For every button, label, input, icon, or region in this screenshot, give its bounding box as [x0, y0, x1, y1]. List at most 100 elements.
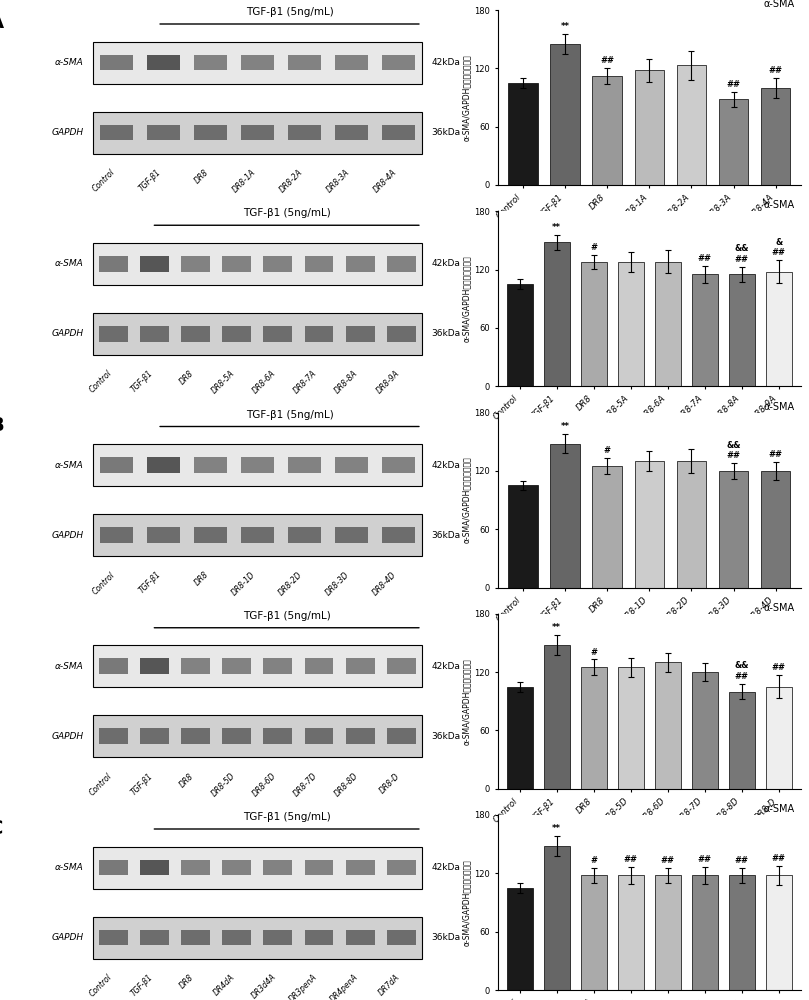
- Text: Control: Control: [87, 771, 113, 797]
- Bar: [181, 728, 210, 744]
- Text: 42kDa: 42kDa: [431, 259, 460, 268]
- Text: GAPDH: GAPDH: [51, 933, 83, 942]
- Bar: [592, 466, 622, 587]
- Bar: [304, 326, 333, 342]
- Bar: [140, 256, 169, 272]
- Bar: [146, 527, 180, 543]
- Bar: [544, 645, 570, 789]
- Bar: [387, 256, 416, 272]
- Bar: [506, 687, 532, 789]
- Text: GAPDH: GAPDH: [51, 530, 83, 540]
- Bar: [140, 728, 169, 744]
- Bar: [654, 662, 680, 789]
- Bar: [387, 728, 416, 744]
- Bar: [264, 930, 292, 945]
- Bar: [550, 444, 580, 587]
- Text: TGF-β1 (5ng/mL): TGF-β1 (5ng/mL): [638, 248, 702, 257]
- Bar: [692, 672, 718, 789]
- Text: α-SMA: α-SMA: [54, 259, 83, 268]
- Text: TGF-β1: TGF-β1: [129, 771, 155, 797]
- Bar: [93, 846, 421, 889]
- Text: DR8: DR8: [178, 369, 196, 386]
- Bar: [93, 313, 421, 355]
- Bar: [766, 687, 792, 789]
- Text: DR8-6D: DR8-6D: [251, 771, 277, 798]
- Text: &&
##: && ##: [726, 441, 741, 460]
- Bar: [288, 457, 320, 473]
- Y-axis label: α-SMA/GAPDH（相对表达量）: α-SMA/GAPDH（相对表达量）: [462, 859, 472, 946]
- Text: 42kDa: 42kDa: [431, 863, 460, 872]
- Text: DR8-7D: DR8-7D: [292, 771, 319, 798]
- Text: ##: ##: [769, 450, 782, 459]
- Text: C: C: [0, 818, 4, 838]
- Bar: [181, 658, 210, 674]
- Text: α-SMA: α-SMA: [764, 804, 795, 814]
- Text: α-SMA: α-SMA: [54, 461, 83, 470]
- Bar: [100, 125, 133, 140]
- Text: DR8-3A: DR8-3A: [324, 167, 351, 194]
- Bar: [93, 444, 421, 486]
- Bar: [634, 461, 664, 587]
- Y-axis label: α-SMA/GAPDH（相对表达量）: α-SMA/GAPDH（相对表达量）: [462, 255, 472, 342]
- Text: &&
##: && ##: [735, 661, 749, 681]
- Bar: [304, 860, 333, 875]
- Text: ##: ##: [772, 663, 786, 672]
- Bar: [592, 76, 622, 185]
- Bar: [766, 875, 792, 990]
- Bar: [676, 461, 706, 587]
- Bar: [335, 125, 368, 140]
- Text: α-SMA: α-SMA: [54, 863, 83, 872]
- Bar: [382, 527, 415, 543]
- Text: DR8-4D: DR8-4D: [371, 570, 398, 597]
- Text: A: A: [0, 13, 4, 32]
- Bar: [729, 875, 755, 990]
- Bar: [618, 262, 644, 386]
- Bar: [581, 875, 607, 990]
- Bar: [508, 485, 538, 587]
- Bar: [93, 41, 421, 84]
- Bar: [194, 527, 227, 543]
- Text: α-SMA: α-SMA: [54, 58, 83, 67]
- Bar: [761, 471, 790, 587]
- Bar: [654, 262, 680, 386]
- Bar: [506, 888, 532, 990]
- Bar: [382, 55, 415, 70]
- Text: DR3penA: DR3penA: [287, 973, 319, 1000]
- Bar: [181, 930, 210, 945]
- Text: Control: Control: [87, 973, 113, 998]
- Bar: [345, 658, 375, 674]
- Bar: [304, 256, 333, 272]
- Bar: [181, 860, 210, 875]
- Text: TGF-β1 (5ng/mL): TGF-β1 (5ng/mL): [243, 208, 331, 218]
- Text: **: **: [553, 824, 561, 833]
- Y-axis label: α-SMA/GAPDH（相对表达量）: α-SMA/GAPDH（相对表达量）: [462, 54, 472, 141]
- Bar: [93, 715, 421, 757]
- Text: DR8-D: DR8-D: [378, 771, 401, 795]
- Bar: [581, 667, 607, 789]
- Bar: [264, 728, 292, 744]
- Bar: [634, 70, 664, 185]
- Bar: [345, 930, 375, 945]
- Bar: [506, 284, 532, 386]
- Bar: [100, 55, 133, 70]
- Text: GAPDH: GAPDH: [51, 329, 83, 338]
- Bar: [581, 262, 607, 386]
- Bar: [382, 125, 415, 140]
- Bar: [382, 457, 415, 473]
- Bar: [100, 527, 133, 543]
- Bar: [194, 55, 227, 70]
- Bar: [140, 930, 169, 945]
- Bar: [140, 658, 169, 674]
- Bar: [304, 930, 333, 945]
- Bar: [93, 243, 421, 285]
- Text: ##: ##: [726, 80, 740, 89]
- Text: TGF-β1: TGF-β1: [129, 973, 155, 998]
- Bar: [146, 125, 180, 140]
- Bar: [345, 256, 375, 272]
- Text: DR8: DR8: [178, 771, 196, 789]
- Text: TGF-β1 (5ng/mL): TGF-β1 (5ng/mL): [243, 611, 331, 621]
- Bar: [241, 527, 273, 543]
- Text: α-SMA: α-SMA: [764, 402, 795, 412]
- Text: TGF-β1 (5ng/mL): TGF-β1 (5ng/mL): [243, 812, 331, 822]
- Text: DR8-1D: DR8-1D: [230, 570, 257, 597]
